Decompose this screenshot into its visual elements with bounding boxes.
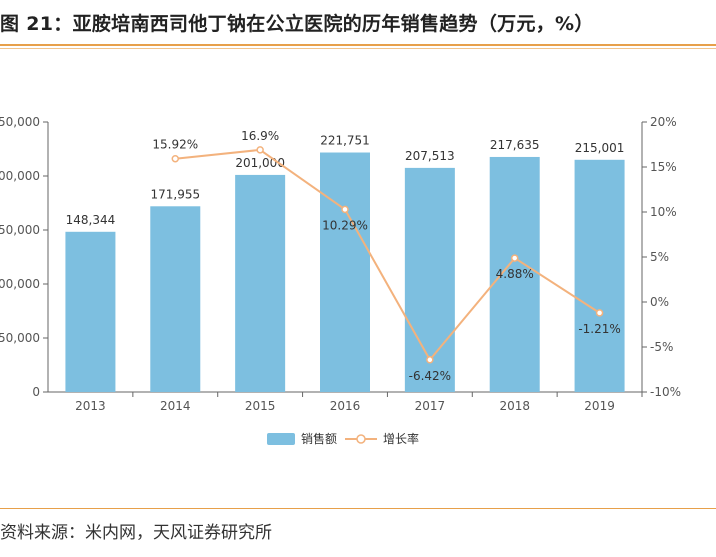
bar-series: 148,344171,955201,000221,751207,513217,6… xyxy=(65,134,625,392)
y-left-tick-label: 100,000 xyxy=(0,277,40,291)
title-rule-secondary xyxy=(0,48,716,49)
legend-line-label: 增长率 xyxy=(383,431,419,446)
y-right-tick-label: 20% xyxy=(650,115,677,129)
growth-value-label: -1.21% xyxy=(578,322,620,336)
source-rule xyxy=(0,508,716,509)
figure-title: 图 21：亚胺培南西司他丁钠在公立医院的历年销售趋势（万元，%） xyxy=(0,13,594,35)
bar-value-label: 171,955 xyxy=(150,187,200,201)
bar-value-label: 207,513 xyxy=(405,149,455,163)
x-tick-label: 2018 xyxy=(499,399,530,413)
chart: 0 50,000 100,000 150,000 200,000 250,000 -10% -… xyxy=(0,115,681,446)
x-tick-label: 2016 xyxy=(330,399,361,413)
y-right-tick-label: 10% xyxy=(650,205,677,219)
chart-legend: 销售额 增长率 xyxy=(267,431,419,446)
chart-axes: 0 50,000 100,000 150,000 200,000 250,000 -10% -… xyxy=(0,115,681,413)
growth-point xyxy=(256,146,264,154)
x-tick-label: 2017 xyxy=(415,399,446,413)
bar xyxy=(65,231,116,392)
y-left-tick-label: 250,000 xyxy=(0,115,40,129)
growth-value-label: 16.9% xyxy=(241,129,279,143)
bar-value-label: 221,751 xyxy=(320,134,370,148)
bar-value-label: 148,344 xyxy=(66,213,116,227)
growth-point xyxy=(595,309,604,317)
bar-value-label: 215,001 xyxy=(575,141,625,155)
x-tick-label: 2014 xyxy=(160,399,191,413)
y-left-tick-label: 200,000 xyxy=(0,169,40,183)
y-left-tick-label: 150,000 xyxy=(0,223,40,237)
legend-bar-swatch xyxy=(267,433,295,445)
growth-point xyxy=(510,254,519,262)
x-tick-label: 2015 xyxy=(245,399,276,413)
growth-value-label: -6.42% xyxy=(409,369,451,383)
bar xyxy=(235,174,286,392)
legend-bar-label: 销售额 xyxy=(301,431,337,446)
bar xyxy=(489,156,540,392)
growth-line xyxy=(175,148,601,362)
y-right-tick-label: -5% xyxy=(650,340,673,354)
bar xyxy=(574,159,625,392)
y-right-tick-label: 0% xyxy=(650,295,669,309)
bar xyxy=(150,206,201,392)
y-right-tick-label: 5% xyxy=(650,250,669,264)
y-right-tick-label: 15% xyxy=(650,160,677,174)
growth-value-label: 4.88% xyxy=(496,267,534,281)
legend-line-marker xyxy=(356,434,366,444)
x-tick-label: 2013 xyxy=(75,399,106,413)
bar xyxy=(404,167,455,392)
source-note: 资料来源：米内网，天风证券研究所 xyxy=(0,523,272,543)
growth-point xyxy=(426,356,434,364)
y-right-tick-label: -10% xyxy=(650,385,681,399)
title-rule xyxy=(0,44,716,46)
growth-value-label: 15.92% xyxy=(152,138,198,152)
bar xyxy=(320,152,370,392)
growth-point xyxy=(341,205,349,214)
bar-value-label: 217,635 xyxy=(490,138,540,152)
line-series: 15.92% 16.9% 10.29% -6.42% 4.88% -1.21% xyxy=(152,129,620,383)
growth-value-label: 10.29% xyxy=(322,218,368,232)
y-left-tick-label: 0 xyxy=(32,385,40,399)
growth-point xyxy=(171,154,180,163)
y-left-tick-label: 50,000 xyxy=(0,331,40,345)
x-tick-label: 2019 xyxy=(584,399,615,413)
